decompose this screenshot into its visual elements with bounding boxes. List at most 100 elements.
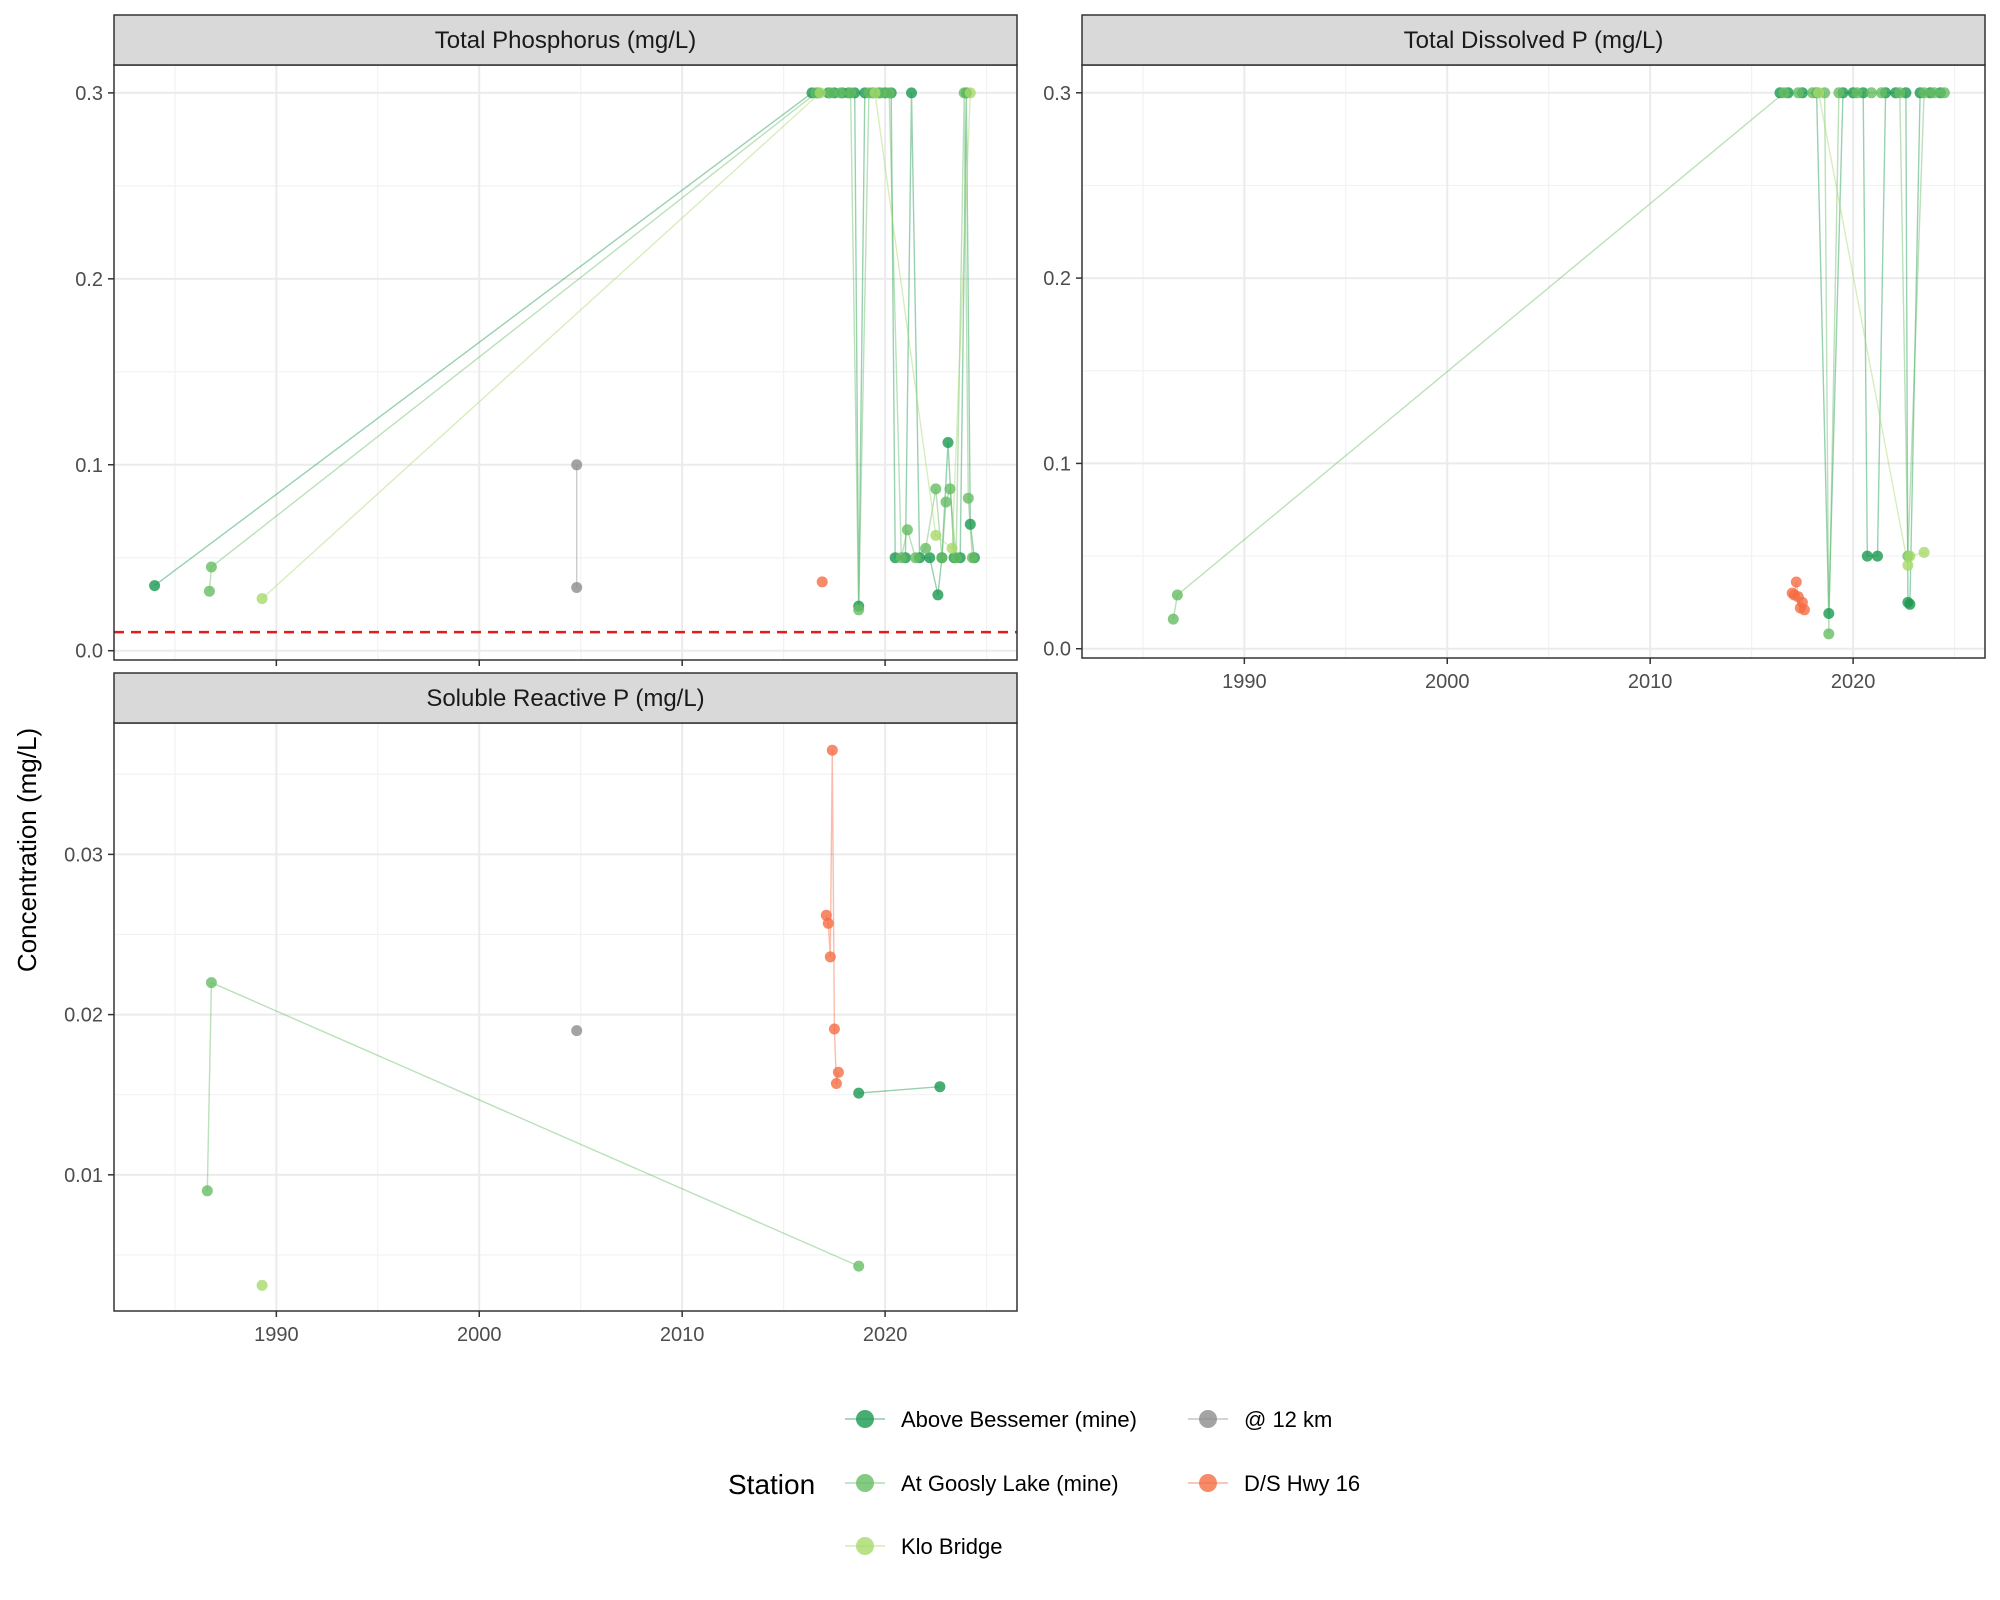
panel-3: Soluble Reactive P (mg/L) 0.01 0.02 0.03 199… [64,672,1018,1346]
data-point [816,576,828,588]
data-point [1918,546,1930,558]
data-point [869,87,881,99]
data-point [571,582,583,593]
data-point [1928,87,1940,99]
panel-2: Total Dissolved P (mg/L) 0.0 0.1 0.2 0.3 1990… [1043,14,1986,693]
facet-title: Total Dissolved P (mg/L) [1404,27,1664,54]
data-point [205,561,217,573]
legend-key-point [1199,1474,1217,1492]
y-tick-label: 0.1 [1043,453,1071,475]
data-point [1823,608,1835,619]
data-point [853,604,865,616]
data-point [1790,576,1802,588]
data-point [826,744,838,756]
y-tick-label: 0.0 [75,641,103,663]
data-point [936,552,948,564]
data-point [966,552,978,564]
legend-label: Above Bessemer (mine) [901,1407,1137,1432]
data-point [203,585,215,597]
data-point [930,483,942,495]
legend-item: Above Bessemer (mine) [845,1407,1137,1432]
legend-key-point [856,1537,874,1555]
data-point [930,529,942,541]
data-point [824,951,836,963]
data-point [910,552,921,564]
data-point [1904,598,1916,610]
x-tick-label: 1990 [1222,671,1267,693]
y-tick-label: 0.0 [1043,639,1071,661]
data-point [571,459,583,471]
data-point [944,483,956,495]
data-point [895,552,907,564]
data-point [934,1081,946,1093]
legend-label: At Goosly Lake (mine) [901,1471,1119,1496]
data-point [256,1279,268,1291]
legend-key-point [1199,1410,1217,1428]
legend-item: @ 12 km [1188,1407,1332,1432]
data-point [901,524,913,536]
legend-key-point [856,1410,874,1428]
data-point [571,1025,583,1037]
data-point [1894,87,1906,99]
x-tick-label: 2000 [1425,671,1470,693]
panel-background [114,65,1017,660]
data-point [830,1078,842,1089]
data-point [845,87,857,99]
data-point [1918,87,1930,99]
data-point [149,580,161,592]
x-tick-label: 2010 [1628,671,1673,693]
data-point [853,1260,865,1272]
data-point [1861,550,1873,562]
y-tick-label: 0.3 [1043,83,1071,105]
data-point [962,492,974,504]
data-point [1792,87,1804,99]
data-point [920,542,932,554]
data-point [853,1087,865,1099]
x-tick-label: 2020 [863,1324,908,1346]
facet-strip [113,672,1018,724]
data-point [1902,559,1914,571]
y-tick-label: 0.3 [75,83,103,105]
legend-label: @ 12 km [1244,1407,1332,1432]
legend-label: D/S Hwy 16 [1244,1471,1360,1496]
legend-title: Station [728,1469,815,1500]
chart-panels: Total Phosphorus (mg/L)0.00.10.20.3Total… [64,14,1986,1346]
data-point [1798,604,1810,616]
data-point [946,542,958,554]
legend-item: At Goosly Lake (mine) [845,1471,1119,1496]
data-point [906,87,917,99]
data-point [1851,87,1863,99]
data-point [1813,87,1825,99]
data-point [1778,87,1790,99]
y-tick-label: 0.2 [1043,268,1071,290]
data-point [814,87,826,99]
x-tick-label: 2010 [660,1324,705,1346]
series-line [261,92,971,600]
data-point [942,437,954,448]
y-axis-title: Concentration (mg/L) [12,728,42,972]
x-tick-label: 2000 [457,1324,502,1346]
data-point [1823,628,1835,640]
data-point [1167,613,1179,625]
data-point [1904,550,1916,562]
data-point [1872,550,1883,562]
x-tick-label: 2020 [1831,671,1876,693]
legend: Station Above Bessemer (mine) At Goosly L… [728,1407,1360,1559]
data-point [883,87,895,99]
data-point [256,593,268,605]
y-tick-label: 0.01 [64,1165,103,1187]
data-point [950,552,962,564]
data-point [1865,87,1877,99]
panel-background [1082,65,1985,658]
legend-label: Klo Bridge [901,1534,1003,1559]
data-point [822,917,834,929]
x-tick-label: 1990 [254,1324,299,1346]
data-point [828,1023,840,1035]
y-tick-label: 0.02 [64,1005,103,1027]
legend-item: Klo Bridge [845,1534,1003,1559]
panel-background [114,723,1017,1311]
data-point [1171,589,1183,601]
data-point [1876,87,1887,99]
facet-title: Soluble Reactive P (mg/L) [426,685,704,712]
